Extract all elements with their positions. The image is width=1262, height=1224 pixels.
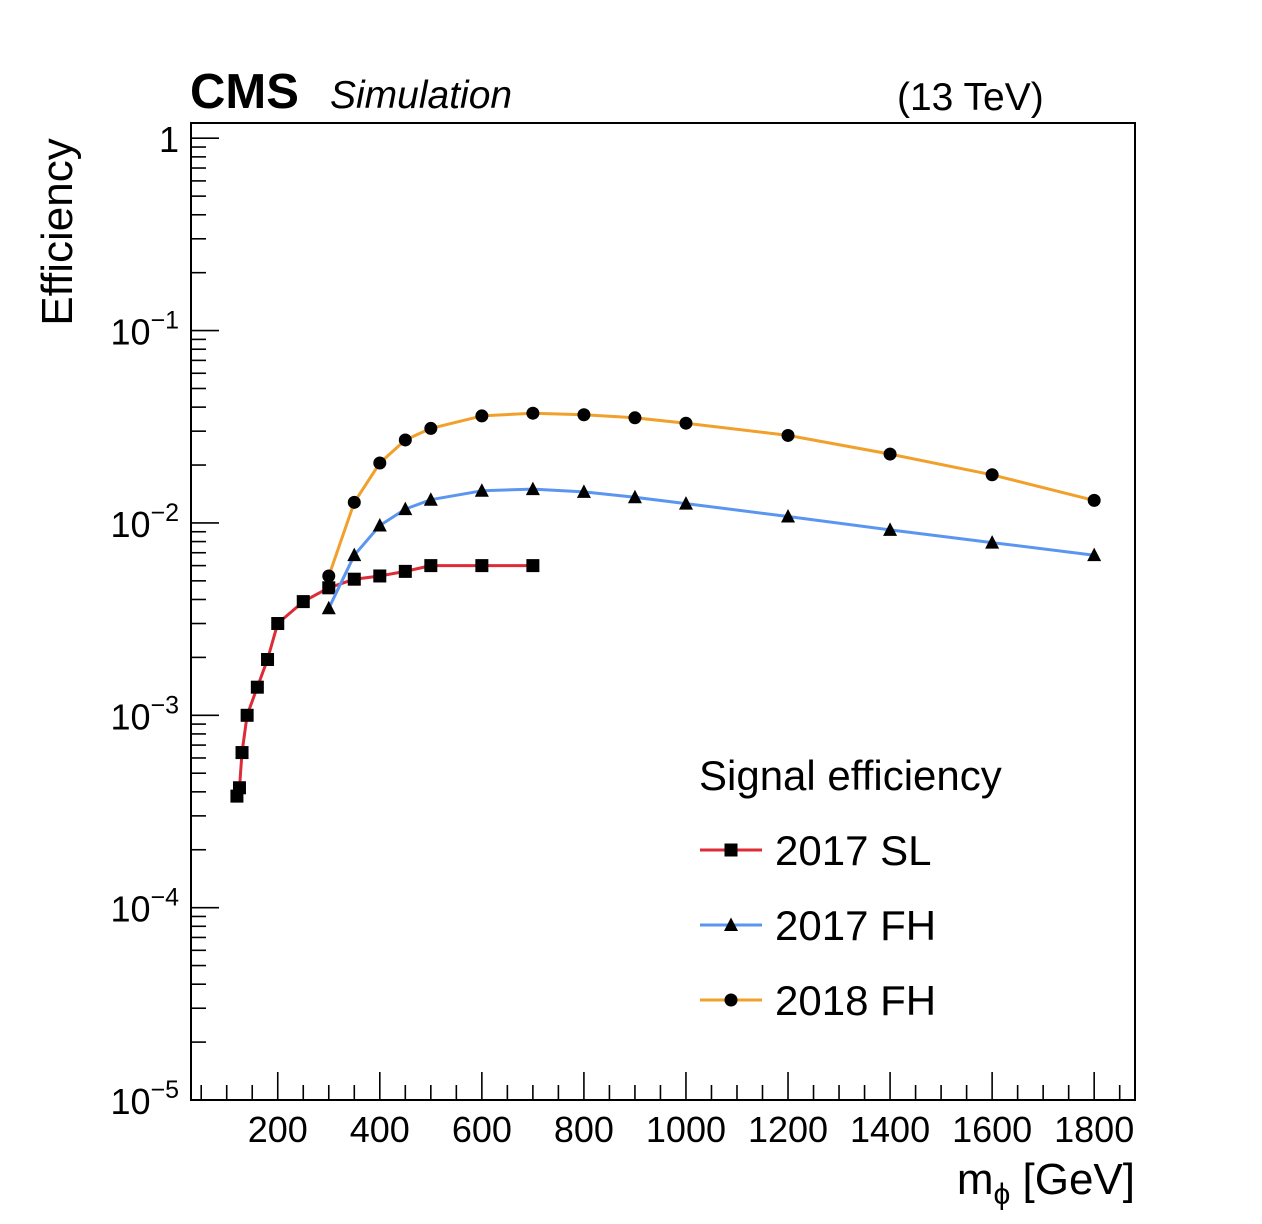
data-point — [424, 421, 438, 435]
data-point — [526, 406, 540, 420]
series-line-2017-fh — [327, 487, 1095, 609]
x-axis-title-main: m — [956, 1155, 994, 1204]
data-point — [883, 522, 898, 536]
data-point — [240, 708, 254, 722]
data-point — [424, 559, 438, 573]
data-point — [271, 617, 285, 631]
data-point — [373, 569, 387, 583]
x-tick-label: 1000 — [646, 1109, 726, 1150]
data-point — [296, 595, 310, 609]
legend-title: Signal efficiency — [699, 752, 1002, 799]
y-tick-label: 10−3 — [110, 691, 179, 737]
data-point — [398, 564, 412, 578]
series-group — [230, 406, 1102, 803]
y-tick-label: 10−2 — [110, 499, 179, 545]
x-tick-label: 1400 — [850, 1109, 930, 1150]
data-point — [372, 517, 387, 532]
series-line-2018-fh — [327, 411, 1095, 577]
legend-label: 2017 SL — [775, 827, 931, 874]
data-point — [678, 496, 693, 510]
y-tick-label: 10−1 — [110, 307, 179, 353]
legend-label: 2017 FH — [775, 902, 936, 949]
x-tick-label: 200 — [248, 1109, 308, 1150]
data-point — [261, 653, 275, 667]
legend-marker — [724, 843, 738, 857]
data-point — [474, 483, 489, 497]
energy-label: (13 TeV) — [897, 76, 1044, 119]
data-point — [347, 572, 361, 586]
x-tick-label: 1800 — [1054, 1109, 1134, 1150]
data-point — [883, 447, 897, 461]
data-point — [232, 781, 246, 795]
x-tick-label: 400 — [350, 1109, 410, 1150]
series-line-2017-sl — [235, 564, 533, 797]
y-tick-label: 1 — [159, 119, 179, 160]
legend: 2017 SL 2017 FH 2018 FH — [700, 827, 936, 1024]
legend-marker — [724, 917, 738, 931]
data-point — [322, 569, 336, 583]
data-point — [628, 411, 642, 425]
data-point — [321, 600, 336, 615]
data-point — [1087, 493, 1101, 507]
data-point — [475, 559, 489, 573]
x-tick-label: 1600 — [952, 1109, 1032, 1150]
plot-frame — [190, 122, 1136, 1101]
y-tick-label: 10−5 — [110, 1076, 179, 1122]
data-point — [398, 501, 413, 516]
data-point — [250, 680, 264, 694]
data-point — [347, 547, 362, 562]
data-point — [577, 408, 591, 422]
data-point — [373, 456, 387, 470]
simulation-label: Simulation — [330, 74, 513, 117]
data-point — [627, 489, 642, 504]
data-point — [781, 509, 796, 523]
data-point — [235, 746, 249, 760]
data-point — [423, 492, 438, 506]
data-point — [781, 428, 795, 442]
legend-label: 2018 FH — [775, 977, 936, 1024]
x-tick-label: 1200 — [748, 1109, 828, 1150]
y-tick-label: 10−4 — [110, 884, 179, 930]
x-axis: 200 400 600 800 1000 1200 1400 1600 1800 — [200, 1072, 1134, 1150]
data-point — [347, 495, 361, 509]
x-axis-title: mϕ [GeV] — [957, 1155, 1135, 1212]
data-point — [985, 535, 1000, 549]
data-point — [525, 481, 540, 496]
data-point — [1087, 547, 1102, 562]
x-axis-title-sub: ϕ — [993, 1177, 1011, 1211]
y-axis: 1 10−1 10−2 10−3 10−4 10−5 — [110, 119, 219, 1122]
x-tick-label: 600 — [452, 1109, 512, 1150]
data-point — [526, 559, 540, 573]
x-axis-title-unit: [GeV] — [1010, 1155, 1136, 1204]
x-tick-label: 800 — [554, 1109, 614, 1150]
data-point — [576, 484, 591, 498]
data-point — [398, 433, 412, 447]
legend-marker — [724, 993, 738, 1007]
experiment-label: CMS — [190, 65, 299, 119]
data-point — [679, 416, 693, 430]
data-point — [985, 468, 999, 482]
data-point — [475, 409, 489, 423]
data-point — [322, 581, 336, 595]
